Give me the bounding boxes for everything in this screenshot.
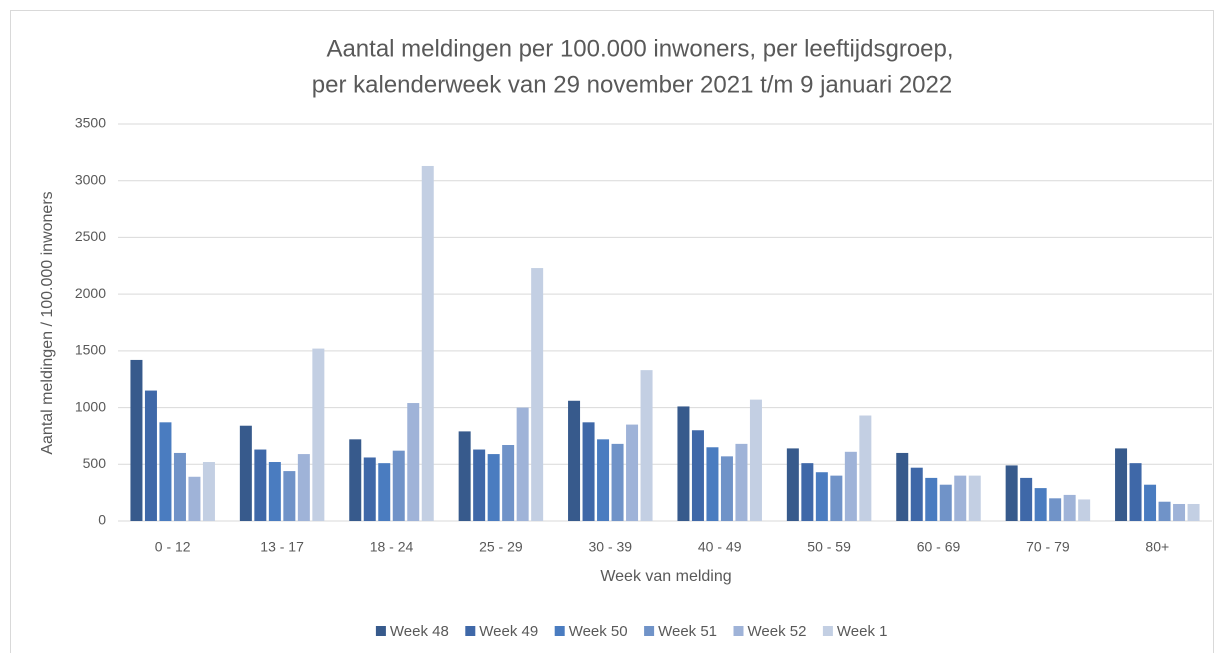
bar	[749, 399, 762, 521]
bar	[1187, 503, 1200, 521]
y-tick-label: 2000	[75, 285, 106, 301]
bar	[720, 456, 733, 521]
bar	[1078, 499, 1091, 521]
legend-swatch	[465, 626, 476, 636]
bar	[1063, 494, 1076, 521]
legend-label: Week 52	[748, 623, 807, 640]
bar	[582, 422, 595, 521]
bar	[735, 443, 748, 521]
legend-swatch	[644, 626, 655, 636]
bar	[939, 484, 952, 521]
bar	[1158, 501, 1171, 521]
legend-label: Week 1	[837, 623, 888, 640]
y-tick-label: 500	[83, 455, 107, 471]
bar	[407, 403, 420, 521]
bar	[925, 477, 938, 521]
bar	[844, 451, 857, 521]
legend-label: Week 49	[479, 623, 538, 640]
bar	[312, 348, 325, 521]
bar	[487, 454, 500, 521]
bar	[910, 467, 923, 521]
bar	[968, 475, 981, 521]
x-tick-label: 30 - 39	[589, 539, 633, 555]
legend-label: Week 48	[390, 623, 449, 640]
bar	[239, 425, 252, 521]
y-tick-label: 1500	[75, 342, 106, 358]
x-tick-label: 40 - 49	[698, 539, 742, 555]
y-axis-title: Aantal meldingen / 100.000 inwoners	[39, 191, 56, 454]
bar	[363, 457, 376, 521]
y-tick-label: 3000	[75, 171, 106, 187]
bar	[421, 165, 434, 521]
bar	[254, 449, 267, 521]
x-tick-label: 13 - 17	[260, 539, 304, 555]
chart-title: Aantal meldingen per 100.000 inwoners, p…	[326, 35, 953, 62]
bar	[188, 476, 201, 521]
bar	[801, 463, 814, 521]
bar	[706, 447, 719, 521]
y-tick-label: 3500	[75, 115, 106, 131]
bar	[173, 452, 186, 521]
x-tick-label: 18 - 24	[370, 539, 414, 555]
bar	[859, 415, 872, 521]
x-tick-label: 80+	[1145, 539, 1169, 555]
bar	[677, 406, 690, 521]
bar	[531, 268, 544, 521]
bar	[144, 390, 157, 521]
chart-frame	[10, 10, 1214, 658]
x-tick-label: 0 - 12	[155, 539, 191, 555]
legend-swatch	[375, 626, 386, 636]
bar	[815, 472, 828, 521]
bar	[473, 449, 486, 521]
legend-swatch	[733, 626, 744, 636]
bar	[896, 452, 909, 521]
x-tick-label: 70 - 79	[1026, 539, 1070, 555]
bar	[458, 431, 471, 521]
x-tick-label: 50 - 59	[807, 539, 851, 555]
bar	[1173, 503, 1186, 521]
y-tick-label: 1000	[75, 398, 106, 414]
legend-label: Week 50	[569, 623, 628, 640]
bar	[568, 400, 581, 521]
bar	[1129, 463, 1142, 521]
bar	[349, 439, 362, 521]
bar	[378, 463, 391, 521]
legend-label: Week 51	[658, 623, 717, 640]
legend-swatch	[554, 626, 565, 636]
bar	[954, 475, 967, 521]
bar	[516, 407, 529, 521]
bar	[1144, 484, 1157, 521]
bar	[1115, 448, 1128, 521]
bar	[611, 443, 624, 521]
bar	[691, 430, 704, 521]
bar	[502, 445, 515, 521]
bar	[297, 454, 310, 521]
bar	[268, 462, 281, 521]
x-tick-label: 60 - 69	[917, 539, 961, 555]
bar	[640, 370, 653, 521]
bar	[392, 450, 405, 521]
bar	[830, 475, 843, 521]
bar	[1005, 465, 1018, 521]
bar	[283, 471, 296, 521]
bar	[130, 359, 143, 521]
bar	[1034, 488, 1047, 521]
bar	[597, 439, 610, 521]
chart-subtitle: per kalenderweek van 29 november 2021 t/…	[312, 71, 952, 98]
x-tick-label: 25 - 29	[479, 539, 523, 555]
bar	[626, 424, 639, 521]
bar	[202, 462, 215, 521]
bar	[786, 448, 799, 521]
x-axis-title: Week van melding	[600, 568, 731, 585]
y-tick-label: 2500	[75, 228, 106, 244]
y-tick-label: 0	[98, 512, 106, 528]
bar	[159, 422, 172, 521]
bar	[1049, 498, 1062, 521]
legend-swatch	[822, 626, 833, 636]
bar	[1020, 477, 1033, 521]
